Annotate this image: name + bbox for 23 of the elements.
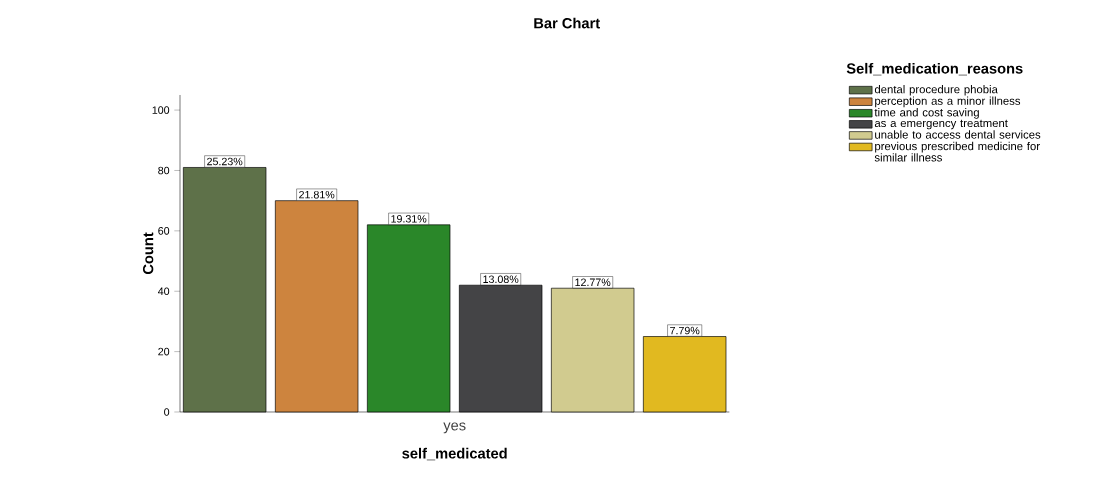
annotation: 7.79% bbox=[670, 326, 700, 335]
legend-label: unable to access dental services bbox=[875, 130, 1041, 139]
legend-label: dental procedure phobia bbox=[874, 85, 998, 96]
x-axis-title: self_medicated bbox=[402, 447, 507, 461]
annotation: 25.23% bbox=[207, 157, 243, 166]
annotation: 12.77% bbox=[575, 278, 611, 287]
annotation: 19.31% bbox=[391, 215, 427, 223]
legend-label: as a emergency treatment bbox=[874, 119, 1008, 130]
y-tick-label: 20 bbox=[158, 347, 170, 356]
legend-label: perception as a minor illness bbox=[875, 96, 1021, 108]
legend-label: previous prescribed medicine for similar illness bbox=[874, 141, 1040, 162]
x-tick-label: yes bbox=[443, 422, 466, 434]
y-tick-label: 0 bbox=[164, 408, 170, 416]
legend-title: Self_medication_reasons bbox=[846, 62, 1023, 76]
legend-label: time and cost saving bbox=[874, 108, 979, 119]
chart-title: Bar Chart bbox=[534, 17, 600, 29]
y-tick-label: 100 bbox=[152, 106, 170, 114]
y-axis-title: Count bbox=[142, 232, 154, 275]
y-tick-label: 80 bbox=[158, 166, 170, 175]
annotation: 21.81% bbox=[299, 190, 335, 199]
y-tick-label: 40 bbox=[157, 287, 170, 296]
annotation: 13.08% bbox=[483, 275, 519, 283]
y-tick-label: 60 bbox=[158, 227, 170, 235]
